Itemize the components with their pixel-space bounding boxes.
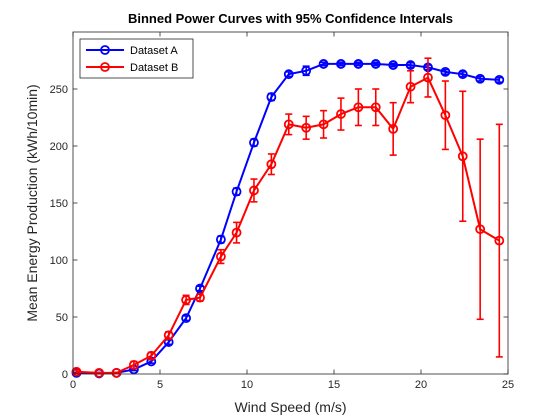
data-point — [440, 110, 451, 121]
legend: Dataset A Dataset B — [79, 38, 194, 79]
x-tick: 25 — [502, 32, 514, 391]
data-point — [353, 102, 364, 113]
data-point — [440, 67, 451, 77]
series-layer — [71, 57, 505, 379]
data-point — [146, 350, 157, 361]
y-tick-label: 0 — [62, 369, 68, 381]
legend-label-dataset-b: Dataset B — [130, 62, 178, 74]
data-point — [405, 81, 416, 92]
data-point — [231, 186, 242, 197]
x-tick-label: 0 — [70, 379, 76, 391]
x-tick: 0 — [70, 32, 76, 391]
data-point — [249, 137, 259, 148]
y-tick-label: 250 — [50, 84, 68, 96]
data-point — [423, 72, 433, 83]
x-tick: 20 — [415, 32, 427, 391]
data-point — [94, 367, 104, 378]
data-point — [215, 251, 226, 262]
x-tick-label: 25 — [502, 379, 514, 391]
y-axis-label: Mean Energy Production (kWh/10min) — [24, 84, 40, 321]
data-point — [283, 69, 294, 80]
data-point — [494, 74, 505, 85]
legend-label-dataset-a: Dataset A — [130, 45, 178, 57]
x-axis-label: Wind Speed (m/s) — [234, 399, 346, 415]
data-point — [318, 59, 329, 69]
y-tick: 150 — [50, 198, 508, 210]
x-tick: 10 — [241, 32, 253, 391]
data-point — [405, 60, 416, 70]
data-point — [215, 234, 226, 245]
legend-item-dataset-b: Dataset B — [86, 62, 178, 74]
data-point — [336, 59, 346, 69]
series-dataset-b — [71, 57, 505, 378]
y-tick: 200 — [50, 141, 508, 153]
data-point — [181, 313, 192, 324]
y-tick-label: 50 — [56, 312, 68, 324]
data-point — [181, 294, 192, 305]
legend-item-dataset-a: Dataset A — [86, 45, 178, 57]
data-point — [231, 227, 242, 238]
x-tick-label: 15 — [328, 379, 340, 391]
y-tick-label: 200 — [50, 141, 68, 153]
y-tick: 0 — [62, 369, 508, 381]
data-point — [475, 73, 486, 84]
data-point — [370, 59, 381, 69]
data-point — [266, 159, 277, 170]
y-tick: 100 — [50, 255, 508, 267]
series-line-dataset-b — [76, 76, 500, 374]
x-tick: 15 — [328, 32, 340, 391]
legend-marker-dataset-a — [100, 45, 110, 55]
y-tick-label: 150 — [50, 198, 68, 210]
data-point — [370, 102, 381, 113]
data-point — [249, 185, 259, 196]
data-point — [128, 359, 139, 370]
data-point — [195, 292, 205, 303]
legend-box — [79, 38, 194, 79]
y-tick: 50 — [56, 312, 508, 324]
x-tick-label: 10 — [241, 379, 253, 391]
x-tick-label: 20 — [415, 379, 427, 391]
data-point — [318, 119, 329, 130]
data-point — [301, 122, 312, 133]
x-tick-label: 5 — [157, 379, 163, 391]
x-tick: 5 — [157, 32, 163, 391]
data-point — [283, 119, 294, 130]
legend-marker-dataset-b — [100, 62, 110, 72]
data-point — [475, 224, 486, 235]
data-point — [457, 151, 468, 162]
data-point — [457, 69, 468, 80]
data-point — [388, 60, 399, 70]
data-point — [388, 123, 399, 134]
data-point — [111, 367, 122, 378]
data-point — [301, 65, 312, 76]
data-point — [71, 366, 82, 377]
data-point — [266, 92, 277, 102]
data-point — [353, 59, 364, 69]
y-tick-label: 100 — [50, 255, 68, 267]
data-point — [163, 330, 174, 341]
chart-title: Binned Power Curves with 95% Confidence … — [128, 11, 453, 26]
data-point — [336, 109, 346, 119]
plot-area — [73, 32, 508, 374]
error-bar — [495, 76, 503, 83]
data-point — [494, 235, 505, 246]
y-tick: 250 — [50, 84, 508, 96]
